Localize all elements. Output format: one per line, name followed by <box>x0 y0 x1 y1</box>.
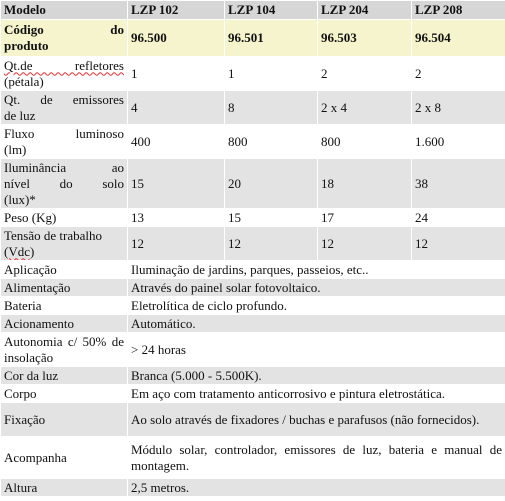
label-line: (lux)* <box>4 191 36 207</box>
info-row-altura: Altura 2,5 metros. <box>0 478 505 497</box>
spec-value: 800 <box>224 124 318 159</box>
product-code-label: Código do produto <box>0 19 128 57</box>
info-row-autonomia: Autonomia c/ 50% de insolação > 24 horas <box>0 332 505 367</box>
info-row-bateria: Bateria Eletrolítica de ciclo profundo. <box>0 296 505 315</box>
spec-value: 20 <box>224 158 318 209</box>
info-label: Acionamento <box>0 314 128 333</box>
spec-value: 8 <box>224 90 318 125</box>
spec-row-refletores: Qt.de refletores (pétala) 1 1 2 2 <box>0 56 505 91</box>
info-value: Através do painel solar fotovoltaico. <box>127 278 505 297</box>
spec-value: 15 <box>127 158 225 209</box>
spec-value: 1.600 <box>411 124 505 159</box>
spec-value: 15 <box>224 208 318 227</box>
label-line: Tensão de trabalho <box>4 227 102 243</box>
spec-value: 4 <box>127 90 225 125</box>
spec-value: 2 <box>411 56 505 91</box>
info-row-acompanha: Acompanha Módulo solar, controlador, emi… <box>0 436 505 479</box>
info-row-acionamento: Acionamento Automático. <box>0 314 505 333</box>
spec-value: 18 <box>317 158 412 209</box>
spec-label: Iluminância ao nível do solo (lux)* <box>0 158 128 209</box>
info-value: Em aço com tratamento anticorrosivo e pi… <box>127 384 505 403</box>
spec-value: 17 <box>317 208 412 227</box>
product-code-value: 96.500 <box>127 19 225 57</box>
spec-label: Fluxo luminoso (lm) <box>0 124 128 159</box>
info-label: Altura <box>0 478 128 497</box>
header-row: Modelo LZP 102 LZP 104 LZP 204 LZP 208 <box>0 0 505 20</box>
info-value: Branca (5.000 - 5.500K). <box>127 366 505 385</box>
info-row-cor-da-luz: Cor da luz Branca (5.000 - 5.500K). <box>0 366 505 385</box>
spec-value: 1 <box>127 56 225 91</box>
info-label: Acompanha <box>0 436 128 479</box>
spec-value: 38 <box>411 158 505 209</box>
spec-value: 1 <box>224 56 318 91</box>
spec-value: 2 <box>317 56 412 91</box>
label-line: Fluxo luminoso <box>4 125 124 141</box>
label-line: (pétala) <box>4 73 44 89</box>
spec-row-peso: Peso (Kg) 13 15 17 24 <box>0 208 505 227</box>
label-line: Código do <box>4 22 124 37</box>
spec-value: 12 <box>317 226 412 261</box>
info-value: Eletrolítica de ciclo profundo. <box>127 296 505 315</box>
header-cell-model: LZP 208 <box>411 0 505 20</box>
spec-value: 24 <box>411 208 505 227</box>
info-value: > 24 horas <box>127 332 505 367</box>
spec-value: 13 <box>127 208 225 227</box>
spec-row-tensao: Tensão de trabalho (Vdc) 12 12 12 12 <box>0 226 505 261</box>
header-cell-model: LZP 102 <box>127 0 225 20</box>
spec-label: Peso (Kg) <box>0 208 128 227</box>
product-code-row: Código do produto 96.500 96.501 96.503 9… <box>0 19 505 57</box>
info-value: Iluminação de jardins, parques, passeios… <box>127 260 505 279</box>
info-row-corpo: Corpo Em aço com tratamento anticorrosiv… <box>0 384 505 403</box>
info-row-alimentacao: Alimentação Através do painel solar foto… <box>0 278 505 297</box>
info-value: Módulo solar, controlador, emissores de … <box>127 436 505 479</box>
info-label: Bateria <box>0 296 128 315</box>
spec-label: Qt. de emissores de luz <box>0 90 128 125</box>
info-label: Cor da luz <box>0 366 128 385</box>
info-row-fixacao: Fixação Ao solo através de fixadores / b… <box>0 402 505 437</box>
info-value: Automático. <box>127 314 505 333</box>
spec-value: 12 <box>127 226 225 261</box>
label-line: Qt.de refletores <box>4 57 124 73</box>
spec-value: 12 <box>411 226 505 261</box>
info-row-aplicacao: Aplicação Iluminação de jardins, parques… <box>0 260 505 279</box>
info-label: Alimentação <box>0 278 128 297</box>
info-label: Autonomia c/ 50% de insolação <box>0 332 128 367</box>
spec-label: Tensão de trabalho (Vdc) <box>0 226 128 261</box>
product-code-value: 96.501 <box>224 19 318 57</box>
info-label: Fixação <box>0 402 128 437</box>
label-line: Iluminância ao <box>4 159 124 175</box>
header-cell-modelo: Modelo <box>0 0 128 20</box>
label-line: produto <box>4 38 49 53</box>
info-value: 2,5 metros. <box>127 478 505 497</box>
header-cell-model: LZP 204 <box>317 0 412 20</box>
info-label: Aplicação <box>0 260 128 279</box>
spec-value: 2 x 4 <box>317 90 412 125</box>
spec-row-fluxo: Fluxo luminoso (lm) 400 800 800 1.600 <box>0 124 505 159</box>
spec-value: 12 <box>224 226 318 261</box>
spec-value: 800 <box>317 124 412 159</box>
product-code-value: 96.503 <box>317 19 412 57</box>
spec-value: 400 <box>127 124 225 159</box>
label-line: Qt. de emissores <box>4 91 124 107</box>
label-line: (lm) <box>4 141 27 157</box>
info-value: Ao solo através de fixadores / buchas e … <box>127 402 505 437</box>
spec-row-iluminancia: Iluminância ao nível do solo (lux)* 15 2… <box>0 158 505 209</box>
label-line: de luz <box>4 107 36 123</box>
header-cell-model: LZP 104 <box>224 0 318 20</box>
spec-row-emissores: Qt. de emissores de luz 4 8 2 x 4 2 x 8 <box>0 90 505 125</box>
label-line: nível do solo <box>4 175 124 191</box>
info-label: Corpo <box>0 384 128 403</box>
label-line: (Vdc) <box>4 243 35 259</box>
spec-value: 2 x 8 <box>411 90 505 125</box>
product-code-value: 96.504 <box>411 19 505 57</box>
spec-label: Qt.de refletores (pétala) <box>0 56 128 91</box>
